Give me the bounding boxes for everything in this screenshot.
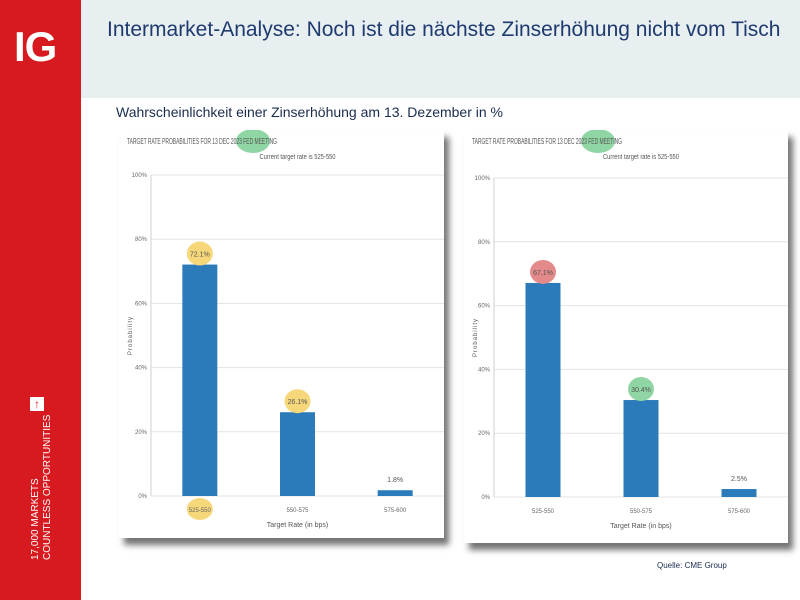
slide-header	[81, 0, 800, 98]
y-tick-label: 60%	[135, 301, 148, 307]
title-date-highlight	[581, 129, 616, 153]
bar-575-600	[721, 489, 757, 497]
value-label-highlight	[628, 377, 654, 402]
chart-subtitle-text: Current target rate is 525-550	[260, 154, 336, 161]
chart-title: TARGET RATE PROBABILITIES FOR 13 DEC 202…	[127, 137, 277, 146]
chart-panel-right: TARGET RATE PROBABILITIES FOR 13 DEC 202…	[464, 129, 788, 543]
value-label-highlight	[284, 389, 311, 414]
y-axis-label: Probability	[128, 316, 134, 355]
x-tick-label: 525-550	[189, 508, 212, 514]
bar-chart-left: TARGET RATE PROBABILITIES FOR 13 DEC 202…	[127, 129, 444, 529]
value-label: 2.5%	[731, 476, 747, 483]
brand-sidebar: IG ↑ 17,000 MARKETS COUNTLESS OPPORTUNIT…	[0, 0, 81, 600]
y-tick-label: 100%	[475, 176, 491, 182]
value-label: 1.8%	[387, 477, 403, 484]
y-axis-label: Probability	[473, 318, 479, 357]
category-label-highlight	[186, 498, 213, 520]
y-tick-label: 80%	[135, 237, 148, 243]
ig-logo: IG	[14, 23, 57, 70]
y-tick-label: 0%	[138, 494, 147, 500]
bar-525-550	[182, 264, 218, 496]
x-tick-label: 575-600	[728, 509, 751, 515]
chart-title: TARGET RATE PROBABILITIES FOR 13 DEC 202…	[472, 137, 622, 146]
arrow-up-icon: ↑	[30, 397, 44, 411]
bar-575-600	[377, 490, 413, 496]
bar-chart-right: TARGET RATE PROBABILITIES FOR 13 DEC 202…	[472, 129, 788, 530]
y-tick-label: 40%	[135, 366, 148, 372]
chart-panel-left: TARGET RATE PROBABILITIES FOR 13 DEC 202…	[119, 129, 444, 538]
source-note: Quelle: CME Group	[657, 561, 727, 570]
tagline-line-2: COUNTLESS OPPORTUNITIES	[42, 414, 53, 560]
y-tick-label: 60%	[478, 304, 491, 310]
y-tick-label: 0%	[481, 495, 490, 501]
value-label: 30.4%	[631, 387, 651, 394]
y-tick-label: 40%	[478, 367, 491, 373]
value-label: 26.1%	[288, 399, 308, 406]
tagline-line-1: 17,000 MARKETS	[30, 478, 41, 560]
bar-550-575	[280, 412, 315, 496]
slide-title: Intermarket-Analyse: Noch ist die nächst…	[107, 18, 781, 41]
chart-subtitle-text: Current target rate is 525-550	[603, 154, 679, 161]
x-tick-label: 550-575	[286, 508, 309, 514]
chart-subtitle: Wahrscheinlichkeit einer Zinserhöhung am…	[116, 104, 503, 120]
x-axis-label: Target Rate (in bps)	[267, 522, 328, 529]
value-label: 67.1%	[533, 270, 553, 277]
y-tick-label: 100%	[132, 173, 148, 179]
y-tick-label: 20%	[135, 430, 148, 436]
y-tick-label: 20%	[478, 431, 491, 437]
x-tick-label: 550-575	[630, 509, 653, 515]
value-label-highlight	[530, 259, 556, 284]
bar-525-550	[525, 282, 561, 497]
y-tick-label: 80%	[478, 240, 491, 246]
brand-tagline: 17,000 MARKETS COUNTLESS OPPORTUNITIES	[30, 390, 60, 560]
bar-550-575	[623, 400, 659, 497]
x-tick-label: 525-550	[532, 509, 555, 515]
x-axis-label: Target Rate (in bps)	[610, 523, 671, 530]
value-label-highlight	[186, 241, 213, 266]
x-tick-label: 575-600	[384, 508, 407, 514]
title-date-highlight	[236, 129, 271, 153]
value-label: 72.1%	[190, 252, 210, 259]
